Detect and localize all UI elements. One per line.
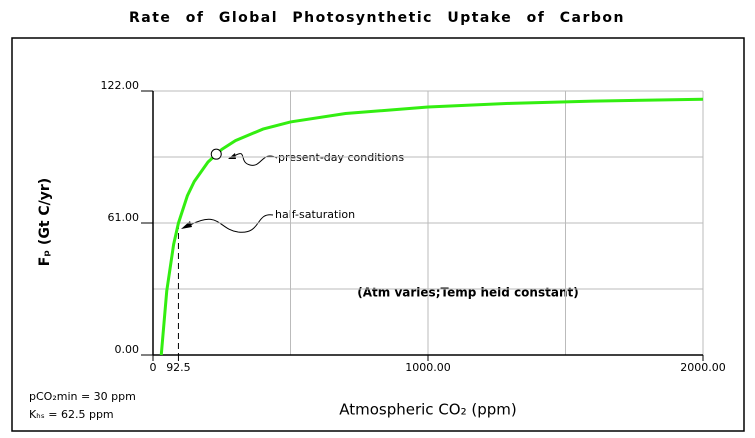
x-tick-label: 2000.00 — [680, 361, 726, 374]
arrowhead — [181, 221, 192, 229]
chart-title: Rate of Global Photosynthetic Uptake of … — [129, 10, 625, 26]
y-tick-label: 122.00 — [101, 79, 140, 92]
y-tick-label: 61.00 — [108, 211, 140, 224]
annotation: half-saturation — [275, 208, 355, 221]
x-tick-label: 92.5 — [166, 361, 191, 374]
y-axis-label: Fₚ (Gt C/yr) — [37, 178, 53, 266]
frame — [11, 37, 745, 432]
x-tick-label: 1000.00 — [405, 361, 451, 374]
arrowhead — [228, 153, 236, 159]
note: (Atm varies;Temp held constant) — [357, 286, 578, 300]
pointer — [189, 214, 274, 233]
present-day-point — [210, 148, 222, 160]
x-axis-label: Atmospheric CO₂ (ppm) — [339, 401, 517, 419]
data-line — [159, 97, 704, 356]
pointer — [233, 153, 278, 166]
param: pCO₂min = 30 ppm — [29, 390, 136, 403]
y-tick-label: 0.00 — [115, 343, 140, 356]
param: Kₕₛ = 62.5 ppm — [29, 408, 114, 421]
x-tick-label: 0 — [150, 361, 157, 374]
